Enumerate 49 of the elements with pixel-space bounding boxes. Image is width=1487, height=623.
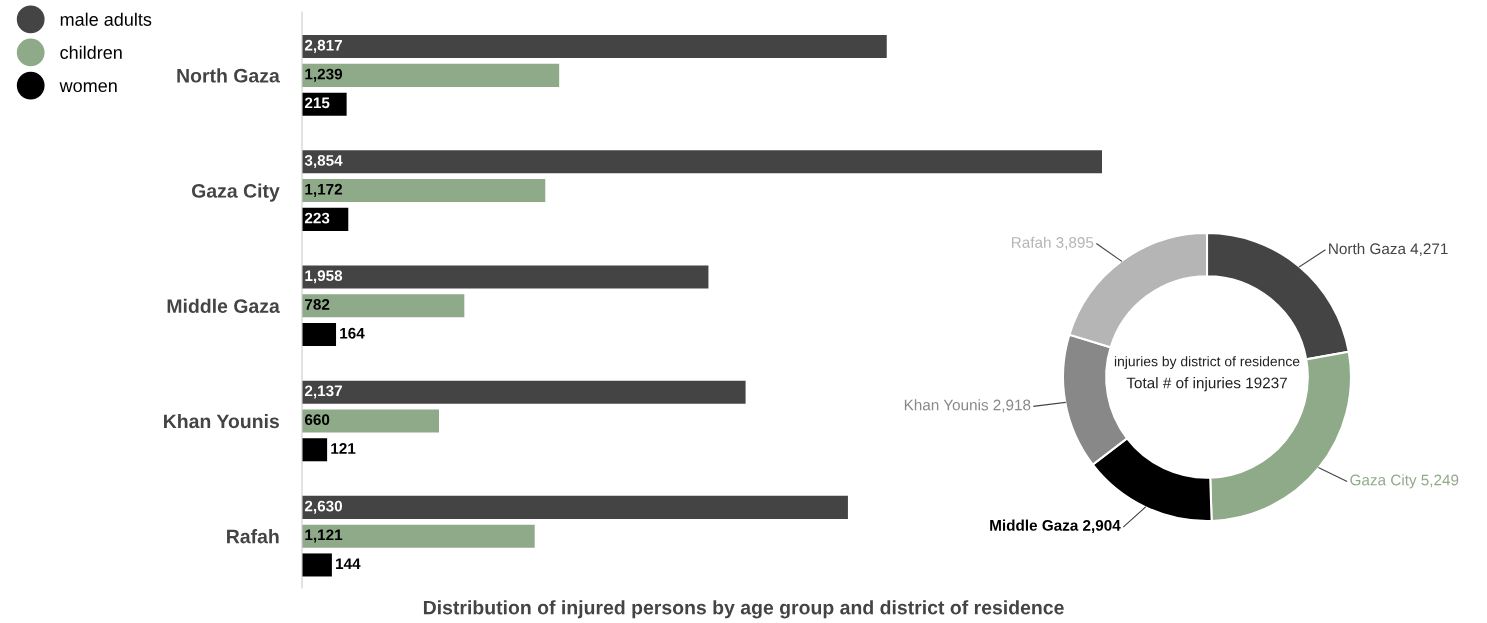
data-label: 2,630 [304,500,343,514]
data-label: 1,172 [305,183,343,197]
text: injuries by district of residence [1114,356,1300,370]
y-tick-label: Gaza City [191,183,280,202]
slice-label: North Gaza [1329,242,1406,255]
bar [302,179,546,203]
data-label: 2,918 [993,399,1031,413]
data-label: 121 [331,443,356,454]
legend-label: women [59,82,117,93]
bar [302,495,848,519]
slice-label: Middle Gaza [990,519,1079,531]
legend-label: children [60,45,122,59]
bar [302,323,337,347]
legend-label: male adults [60,12,152,26]
bar [302,553,332,577]
slice-label: Rafah [1012,236,1051,248]
data-label: 144 [336,558,361,569]
data-label: 2,137 [304,385,342,399]
bar [302,294,465,318]
bar [302,409,439,433]
data-label: 4,271 [1410,243,1448,256]
y-tick-label: Khan Younis [164,413,279,429]
slice-label: Gaza City [1350,474,1417,489]
bar [302,35,887,59]
bar [302,524,535,548]
y-tick-label: North Gaza [177,68,280,83]
text: Total # of injuries 19237 [1126,377,1287,392]
bar [302,438,328,462]
data-label: 1,958 [305,270,343,284]
data-label: 5,249 [1421,474,1459,488]
data-label: 3,895 [1056,237,1094,250]
bar [302,380,746,404]
data-label: 1,121 [305,529,343,543]
slice-label: Khan Younis [904,399,989,411]
text: Distribution of injured persons by age group and district of residence [423,600,1064,619]
data-label: 782 [305,299,330,310]
data-label: 2,817 [304,39,342,53]
data-label: 164 [340,327,365,339]
data-label: 1,239 [305,68,343,82]
bar [302,63,560,87]
y-tick-label: Middle Gaza [167,298,280,313]
bar [302,150,1102,174]
data-label: 2,904 [1083,519,1121,533]
data-label: 215 [304,97,330,109]
data-label: 660 [304,414,330,426]
data-label: 223 [304,212,330,224]
bar [302,265,709,289]
data-label: 3,854 [304,155,343,169]
y-tick-label: Rafah [227,529,279,544]
